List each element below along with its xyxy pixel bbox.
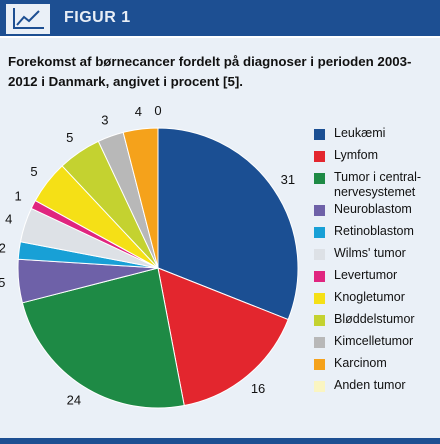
legend-item: Leukæmi	[314, 126, 438, 148]
pie-value-label-3: 5	[0, 275, 5, 290]
pie-value-label-10: 4	[135, 104, 142, 119]
pie-value-label-0: 31	[281, 172, 295, 187]
legend-label: Knogletumor	[334, 290, 405, 304]
legend-item: Anden tumor	[314, 378, 438, 400]
legend-item: Neuroblastom	[314, 202, 438, 224]
legend-label: Wilms' tumor	[334, 246, 406, 260]
legend-label: Kimcelletumor	[334, 334, 414, 348]
pie-value-label-2: 24	[67, 393, 81, 408]
legend-swatch	[314, 205, 325, 216]
pie-value-label-11: 0	[154, 103, 161, 118]
bottom-rule	[0, 438, 440, 444]
legend-swatch	[314, 271, 325, 282]
legend-label: Karcinom	[334, 356, 387, 370]
legend-item: Karcinom	[314, 356, 438, 378]
legend-item: Retinoblastom	[314, 224, 438, 246]
legend-item: Wilms' tumor	[314, 246, 438, 268]
pie-value-label-9: 3	[101, 112, 108, 127]
pie-value-label-4: 2	[0, 240, 6, 255]
legend-label: Lymfom	[334, 148, 378, 162]
figure-label: FIGUR 1	[64, 9, 131, 26]
legend-label: Bløddelstumor	[334, 312, 415, 326]
legend-label: Tumor i central- nervesystemet	[334, 170, 422, 199]
line-chart-icon	[6, 4, 50, 34]
legend-swatch	[314, 315, 325, 326]
legend-swatch	[314, 359, 325, 370]
legend-item: Kimcelletumor	[314, 334, 438, 356]
pie-value-label-6: 1	[14, 189, 21, 204]
legend-item: Knogletumor	[314, 290, 438, 312]
legend-item: Levertumor	[314, 268, 438, 290]
legend-item: Tumor i central- nervesystemet	[314, 170, 438, 202]
legend-label: Retinoblastom	[334, 224, 414, 238]
pie-slice-10	[122, 127, 159, 269]
legend-swatch	[314, 249, 325, 260]
pie-slice-2	[21, 267, 185, 409]
legend-item: Bløddelstumor	[314, 312, 438, 334]
legend-label: Anden tumor	[334, 378, 406, 392]
figure-header: FIGUR 1	[0, 0, 440, 38]
legend-label: Leukæmi	[334, 126, 386, 140]
legend-item: Lymfom	[314, 148, 438, 170]
chart-legend: Leukæmi Lymfom Tumor i central- nervesyste…	[314, 126, 438, 400]
legend-swatch	[314, 381, 325, 392]
legend-swatch	[314, 173, 325, 184]
pie-slice-0	[157, 127, 299, 321]
legend-swatch	[314, 227, 325, 238]
pie-value-label-8: 5	[66, 130, 73, 145]
legend-swatch	[314, 129, 325, 140]
legend-label: Neuroblastom	[334, 202, 412, 216]
pie-value-label-7: 5	[30, 164, 37, 179]
chart-title: Forekomst af børnecancer fordelt på diag…	[8, 54, 412, 89]
legend-swatch	[314, 337, 325, 348]
legend-label: Levertumor	[334, 268, 398, 282]
pie-slice-1	[157, 267, 289, 407]
legend-swatch	[314, 151, 325, 162]
pie-value-label-1: 16	[251, 381, 265, 396]
legend-swatch	[314, 293, 325, 304]
pie-value-label-5: 4	[5, 211, 12, 226]
